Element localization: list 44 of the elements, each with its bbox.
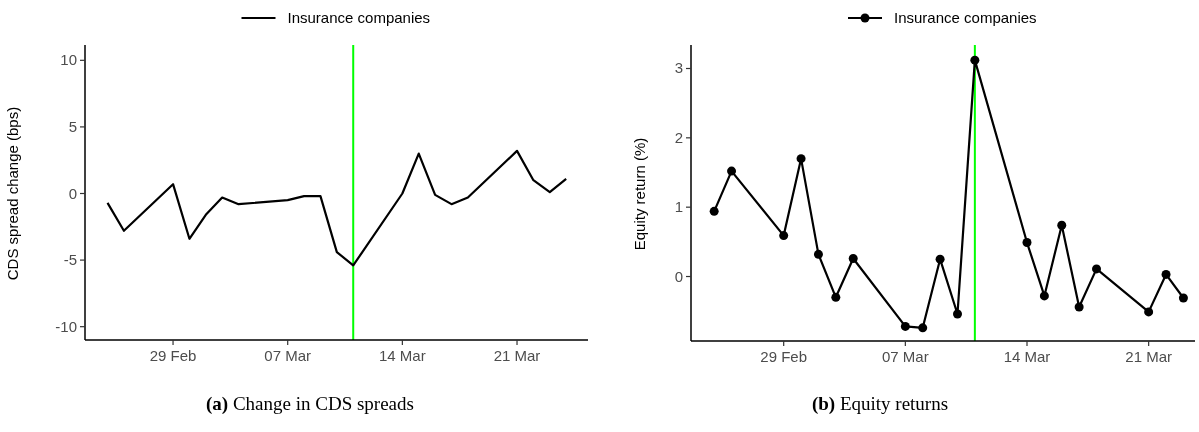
- y-tick-label: 3: [674, 59, 683, 77]
- line-series: [106, 149, 568, 267]
- y-axis-title: Equity return (%): [631, 137, 648, 251]
- point: [779, 231, 789, 241]
- legend-label: Insurance companies: [287, 9, 431, 26]
- point: [952, 309, 962, 319]
- text: (a) Change in CDS spreads: [206, 393, 414, 415]
- point: [709, 206, 719, 216]
- y-tick-label: 1: [674, 198, 683, 216]
- x-tick-label: 21 Mar: [1125, 348, 1172, 365]
- point: [918, 323, 928, 333]
- legend-label: Insurance companies: [894, 9, 1037, 26]
- y-tick-label: 5: [68, 117, 77, 135]
- x-tick-label: 29 Feb: [760, 348, 808, 365]
- x-tick-label: 21 Mar: [493, 347, 541, 364]
- point: [1144, 307, 1154, 317]
- y-tick-label: 0: [674, 267, 683, 285]
- point: [813, 249, 823, 259]
- y-tick-label: 0: [68, 184, 77, 202]
- x-tick-label: 14 Mar: [379, 347, 426, 364]
- point: [796, 154, 806, 164]
- point: [1039, 291, 1049, 301]
- x-tick-label: 29 Feb: [149, 347, 197, 364]
- point: [1092, 264, 1102, 274]
- y-tick-label: 10: [60, 51, 77, 69]
- y-tick-label: -10: [55, 317, 77, 335]
- point: [848, 253, 858, 263]
- y-tick-label: 2: [674, 128, 683, 146]
- y-tick-label: -5: [63, 251, 77, 269]
- point: [1057, 220, 1067, 230]
- point: [1074, 302, 1084, 312]
- x-tick-label: 07 Mar: [882, 348, 929, 365]
- x-tick-label: 14 Mar: [1003, 348, 1051, 365]
- point: [1178, 293, 1188, 303]
- x-tick-label: 07 Mar: [264, 347, 312, 364]
- point: [970, 55, 980, 65]
- point: [831, 292, 841, 302]
- point: [900, 321, 910, 331]
- point: [1022, 238, 1032, 248]
- point: [727, 166, 737, 176]
- point: [1161, 269, 1171, 279]
- point: [935, 254, 945, 264]
- text: (b) Equity returns: [811, 393, 949, 415]
- y-axis-title: CDS spread change (bps): [4, 106, 21, 281]
